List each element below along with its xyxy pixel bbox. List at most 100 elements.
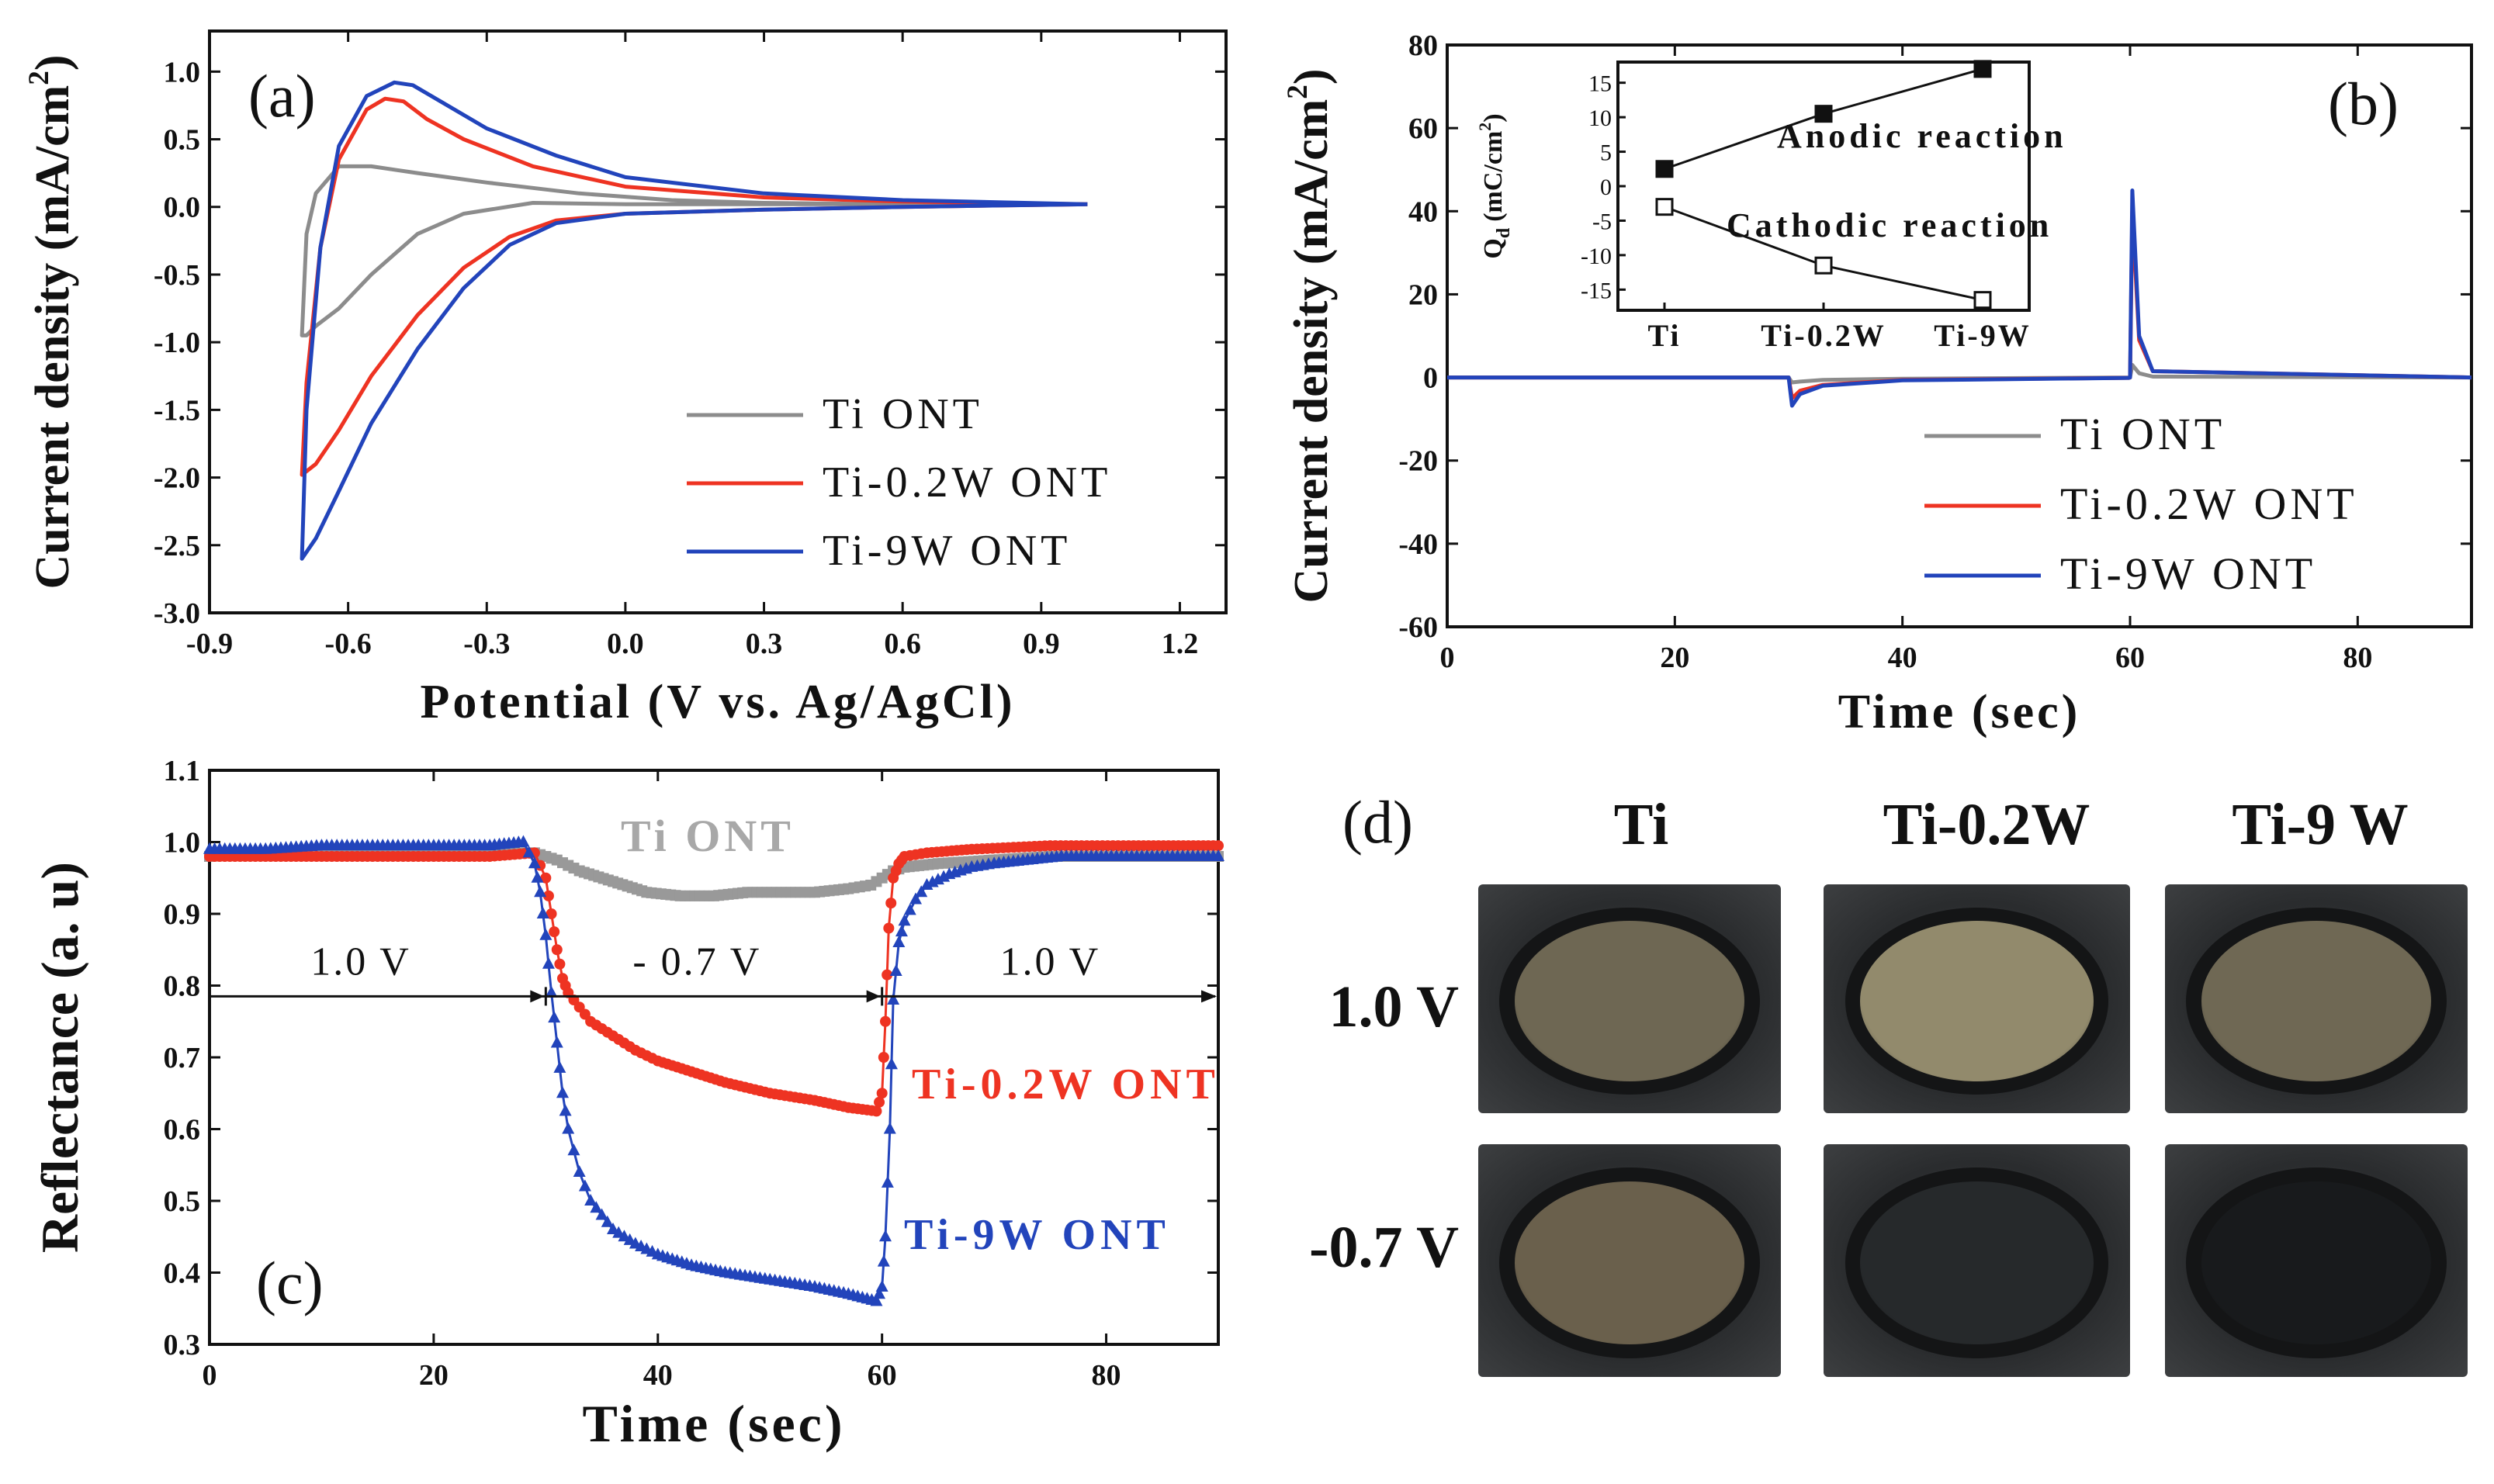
y-tick-label: 1.0 (164, 56, 201, 88)
x-tick-label: -0.3 (463, 628, 510, 660)
legend-label: Ti-0.2W ONT (823, 458, 1111, 507)
photo-row-label-1.0v: 1.0 V (1328, 974, 1459, 1039)
x-axis-label: Time (sec) (1838, 686, 2081, 739)
inset-annotation-cathodic: Cathodic reaction (1727, 206, 2052, 244)
y-tick-label: 0.0 (164, 192, 201, 224)
phase-arrowhead (1201, 990, 1217, 1003)
x-tick-label: 40 (643, 1359, 673, 1392)
y-tick-label: -60 (1398, 611, 1438, 644)
series-ti-9w-ont-marker (889, 964, 902, 976)
series-ti-9w-ont-marker (562, 1122, 575, 1134)
photo-disc (1514, 921, 1745, 1081)
inset-marker (1814, 256, 1833, 275)
series-ti-9w-ont-marker (517, 835, 530, 847)
inset-y-tick-label: -5 (1592, 209, 1612, 234)
y-axis-label: Current density (mA/cm2) (23, 54, 79, 589)
series-ti-0.2w-ont-marker (885, 898, 897, 909)
phase-arrowhead (866, 990, 881, 1003)
label-ti-ont: Ti ONT (621, 811, 795, 861)
series-ti-9w-ont-marker (870, 1294, 883, 1306)
series-ti-0.2w-ont-marker (542, 890, 554, 901)
photo-ti-9w-minus-0.7v (2165, 1144, 2468, 1377)
series-ti-9w-ont-marker (539, 928, 552, 940)
photo-disc (1860, 1181, 2094, 1344)
legend-label: Ti-0.2W ONT (2060, 479, 2358, 529)
y-tick-label: 0.6 (164, 1114, 201, 1147)
photo-disc (1860, 921, 2094, 1081)
photo-ti-minus-0.7v (1478, 1144, 1781, 1377)
series-ti-0.2w-ont-marker (882, 969, 893, 981)
panel-c: 0 20 40 60 80 0.3 0.4 0.5 0.6 0.7 0.8 0.9 1.0 1.1 Time… (30, 755, 1224, 1453)
inset-marker (1814, 105, 1833, 123)
y-tick-label: -20 (1398, 445, 1438, 478)
panel-label-c: (c) (256, 1249, 324, 1316)
series-ti-9w-ont-marker (892, 936, 906, 947)
inset-marker (1973, 60, 1992, 78)
series-ti-0.2w-ont-marker (871, 1105, 882, 1117)
series-ti-9w-ont-marker (567, 1143, 580, 1156)
inset-x-tick-label: Ti (1647, 318, 1681, 353)
panel-label-b: (b) (2328, 70, 2399, 137)
series-ti-9w-ont-marker (898, 914, 911, 926)
photo-row-label-minus-0.7v: -0.7 V (1309, 1215, 1459, 1280)
x-tick-label: 0.9 (1023, 628, 1060, 660)
series-ti-9w-ont-marker (877, 1254, 890, 1267)
x-tick-label: 0.3 (746, 628, 783, 660)
legend-label: Ti ONT (2060, 409, 2226, 459)
series-ti-0.2w-ont-marker (880, 1015, 891, 1027)
photo-ti-0.2w-minus-0.7v (1824, 1144, 2130, 1377)
inset-y-tick-label: 5 (1600, 140, 1612, 166)
y-tick-label: 0.8 (164, 970, 201, 1003)
x-tick-label: 60 (2115, 642, 2145, 674)
series-ti-9w-ont-marker (536, 907, 549, 918)
series-ti-0.2w-ont-marker (878, 1052, 889, 1063)
series-ti-9w-ont-marker (531, 870, 544, 883)
plot-frame (208, 29, 1228, 614)
x-axis-label: Time (sec) (583, 1394, 846, 1453)
inset-marker (1655, 160, 1674, 178)
series-ti-0.2w-ont-marker (1213, 840, 1224, 852)
series-ti-9w-ont-marker (875, 1280, 888, 1292)
photo-disc (2201, 921, 2432, 1081)
y-tick-label: 40 (1408, 195, 1438, 228)
panel-label-d: (d) (1342, 788, 1413, 856)
photo-column-title-ti-9w: Ti-9 W (2232, 792, 2409, 857)
y-axis-label: Current density (mA/cm2) (1282, 68, 1338, 603)
series-ti-0.2w-ont-marker (546, 908, 557, 919)
y-tick-label: 0.5 (164, 1185, 201, 1218)
series-ti-9w-ont-marker (903, 903, 916, 915)
phase-label-1.0v-end: 1.0 V (1000, 939, 1101, 984)
series-ti-9w-ont-marker (601, 1215, 614, 1227)
legend-label: Ti-9W ONT (823, 527, 1071, 575)
series-ti-0.2w-ont-marker (874, 1096, 885, 1108)
series-ti-0.2w-ont-marker (883, 922, 895, 934)
y-tick-label: -3.0 (154, 597, 200, 630)
x-tick-label: 0.6 (884, 628, 921, 660)
series-ti-9w-ont-marker (873, 1287, 886, 1299)
series-ti-9w-ont-marker (885, 1057, 898, 1070)
y-tick-label: -1.0 (154, 327, 200, 359)
series-ti-9w-ont-marker (548, 1011, 561, 1023)
x-tick-label: 20 (419, 1359, 449, 1392)
inset-annotation-anodic: Anodic reaction (1777, 117, 2067, 155)
label-ti-0.2w-ont: Ti-0.2W ONT (912, 1060, 1220, 1109)
photo-ti-1.0v (1478, 884, 1781, 1113)
y-tick-label: 20 (1408, 278, 1438, 311)
series-ti-0.2w-ont-marker (540, 872, 552, 884)
panel-b: 0 20 40 60 80 -60 -40 -20 0 20 40 60 80 Time (sec) Cur… (1282, 29, 2473, 739)
inset-x-tick-label: Ti-0.2W (1761, 318, 1886, 353)
y-tick-label: -1.5 (154, 394, 200, 427)
x-tick-label: 80 (2343, 642, 2372, 674)
y-axis-label: Reflectance (a. u) (30, 862, 89, 1253)
series-ti-9w-ont-marker (895, 925, 908, 937)
series-ti-9w-ont-marker (522, 846, 535, 858)
inset-x-tick-label: Ti-9W (1934, 318, 2031, 353)
label-ti-9w-ont: Ti-9W ONT (904, 1211, 1170, 1259)
y-tick-label: 0.9 (164, 898, 201, 931)
inset-y-tick-label: 10 (1588, 106, 1612, 131)
y-tick-label: 0.5 (164, 124, 201, 157)
photo-disc (1514, 1181, 1745, 1344)
series-ti-9w-ont-marker (573, 1165, 586, 1177)
series-ti-9w-ont-marker (556, 1086, 569, 1098)
y-tick-label: 60 (1408, 112, 1438, 145)
